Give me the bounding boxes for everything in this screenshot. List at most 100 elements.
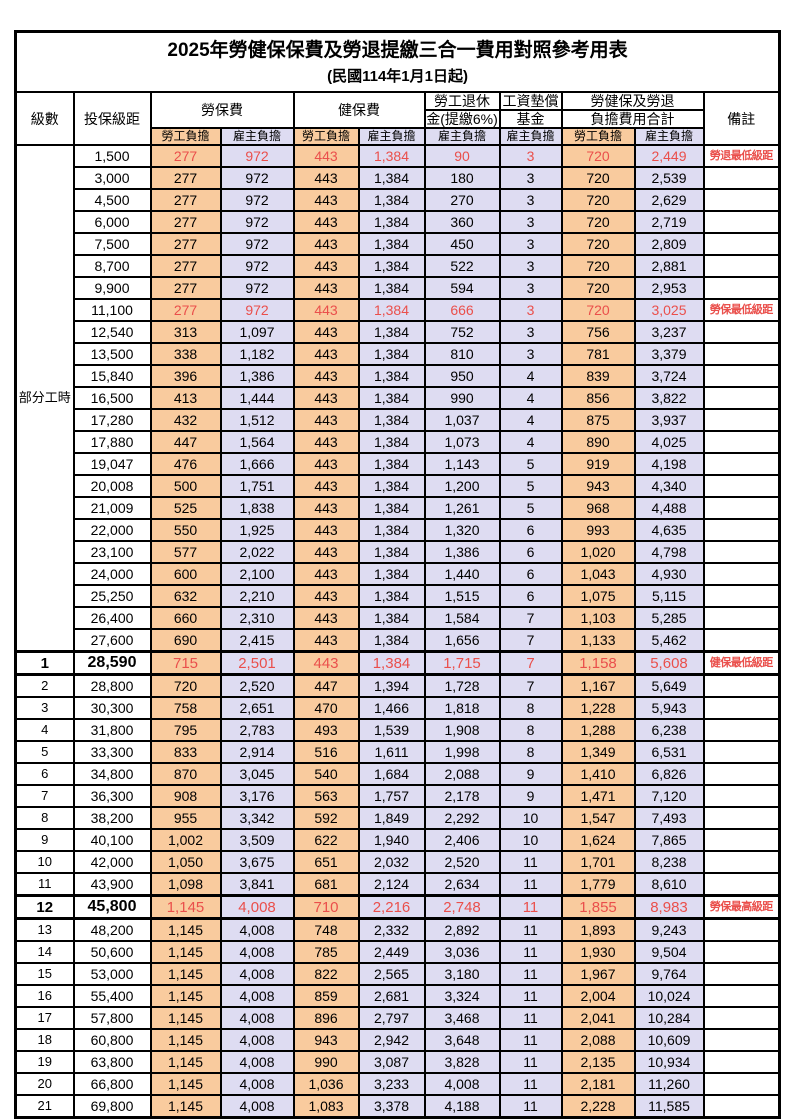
level-cell: 10: [14, 850, 75, 875]
pension-employer-cell: 1,200: [423, 474, 501, 499]
labor-employee-cell: 955: [149, 806, 222, 831]
health-employer-cell: 2,681: [357, 984, 426, 1009]
labor-employee-cell: 1,145: [149, 917, 222, 943]
level-cell: 17: [14, 1006, 75, 1031]
remark-cell: [702, 254, 781, 279]
total-employer-cell: 6,826: [633, 762, 705, 787]
total-employee-cell: 1,349: [560, 740, 636, 765]
remark-cell: 健保最低級距: [702, 650, 781, 677]
salary-bracket-cell: 4,500: [72, 188, 152, 213]
header-wage-fund-line2: 基金: [498, 109, 563, 130]
wage-fund-employer-cell: 4: [498, 430, 563, 455]
table-row: 16 55,400 1,145 4,008 859 2,681 3,324 11 2,004 10…: [14, 984, 781, 1009]
labor-employer-cell: 1,512: [219, 408, 295, 433]
level-cell: 5: [14, 740, 75, 765]
labor-employer-cell: 4,008: [219, 917, 295, 943]
remark-cell: [702, 540, 781, 565]
labor-employee-cell: 277: [149, 254, 222, 279]
health-employer-cell: 1,684: [357, 762, 426, 787]
labor-employer-cell: 2,310: [219, 606, 295, 631]
wage-fund-employer-cell: 3: [498, 188, 563, 213]
remark-cell: [702, 386, 781, 411]
wage-fund-employer-cell: 5: [498, 474, 563, 499]
remark-cell: [702, 364, 781, 389]
pension-employer-cell: 666: [423, 298, 501, 323]
pension-employer-cell: 1,440: [423, 562, 501, 587]
total-employer-cell: 4,488: [633, 496, 705, 521]
total-employee-cell: 781: [560, 342, 636, 367]
table-row: 6,000 277 972 443 1,384 360 3 720 2,719: [16, 210, 781, 235]
labor-employer-cell: 2,415: [219, 628, 295, 653]
subheader-health-employee: 勞工負擔: [292, 127, 360, 147]
labor-employee-cell: 277: [149, 298, 222, 323]
pension-employer-cell: 522: [423, 254, 501, 279]
total-employer-cell: 9,504: [633, 940, 705, 965]
health-employee-cell: 592: [292, 806, 360, 831]
remark-cell: 勞保最高級距: [702, 894, 781, 921]
total-employee-cell: 720: [560, 188, 636, 213]
wage-fund-employer-cell: 3: [498, 276, 563, 301]
salary-bracket-cell: 38,200: [72, 806, 152, 831]
health-employee-cell: 443: [292, 144, 360, 169]
remark-cell: [702, 584, 781, 609]
health-employee-cell: 943: [292, 1028, 360, 1053]
health-employer-cell: 2,942: [357, 1028, 426, 1053]
level-cell: 13: [14, 917, 75, 943]
health-employer-cell: 1,384: [357, 430, 426, 455]
wage-fund-employer-cell: 7: [498, 606, 563, 631]
table-row: 27,600 690 2,415 443 1,384 1,656 7 1,133 5,462: [16, 628, 781, 653]
labor-employer-cell: 3,342: [219, 806, 295, 831]
pension-employer-cell: 1,908: [423, 718, 501, 743]
wage-fund-employer-cell: 3: [498, 166, 563, 191]
wage-fund-employer-cell: 11: [498, 850, 563, 875]
pension-employer-cell: 1,998: [423, 740, 501, 765]
health-employee-cell: 990: [292, 1050, 360, 1075]
health-employee-cell: 443: [292, 386, 360, 411]
remark-cell: [702, 496, 781, 521]
salary-bracket-cell: 33,300: [72, 740, 152, 765]
total-employee-cell: 919: [560, 452, 636, 477]
salary-bracket-cell: 30,300: [72, 696, 152, 721]
labor-employee-cell: 277: [149, 276, 222, 301]
labor-employee-cell: 277: [149, 232, 222, 257]
health-employee-cell: 443: [292, 474, 360, 499]
subheader-health-employer: 雇主負擔: [357, 127, 426, 147]
labor-employee-cell: 413: [149, 386, 222, 411]
table-row: 15 53,000 1,145 4,008 822 2,565 3,180 11 1,967 9,…: [14, 962, 781, 987]
wage-fund-employer-cell: 3: [498, 298, 563, 323]
wage-fund-employer-cell: 11: [498, 1006, 563, 1031]
salary-bracket-cell: 8,700: [72, 254, 152, 279]
health-employer-cell: 1,384: [357, 474, 426, 499]
health-employee-cell: 896: [292, 1006, 360, 1031]
remark-cell: [702, 1094, 781, 1119]
health-employer-cell: 1,384: [357, 518, 426, 543]
salary-bracket-cell: 7,500: [72, 232, 152, 257]
table-row: 22,000 550 1,925 443 1,384 1,320 6 993 4,635: [16, 518, 781, 543]
salary-bracket-cell: 53,000: [72, 962, 152, 987]
remark-cell: [702, 562, 781, 587]
wage-fund-employer-cell: 11: [498, 940, 563, 965]
total-employee-cell: 720: [560, 144, 636, 169]
labor-employee-cell: 1,145: [149, 1006, 222, 1031]
labor-employee-cell: 660: [149, 606, 222, 631]
total-employer-cell: 6,238: [633, 718, 705, 743]
wage-fund-employer-cell: 11: [498, 962, 563, 987]
health-employee-cell: 859: [292, 984, 360, 1009]
total-employer-cell: 2,953: [633, 276, 705, 301]
pension-employer-cell: 1,386: [423, 540, 501, 565]
health-employer-cell: 2,216: [357, 894, 426, 921]
labor-employee-cell: 833: [149, 740, 222, 765]
remark-cell: [702, 518, 781, 543]
wage-fund-employer-cell: 9: [498, 784, 563, 809]
labor-employer-cell: 1,386: [219, 364, 295, 389]
remark-cell: [702, 962, 781, 987]
salary-bracket-cell: 27,600: [72, 628, 152, 653]
table-row: 15,840 396 1,386 443 1,384 950 4 839 3,724: [16, 364, 781, 389]
labor-employer-cell: 2,210: [219, 584, 295, 609]
salary-bracket-cell: 6,000: [72, 210, 152, 235]
total-employee-cell: 720: [560, 254, 636, 279]
wage-fund-employer-cell: 11: [498, 1028, 563, 1053]
level-cell: 21: [14, 1094, 75, 1119]
wage-fund-employer-cell: 4: [498, 364, 563, 389]
total-employer-cell: 2,539: [633, 166, 705, 191]
